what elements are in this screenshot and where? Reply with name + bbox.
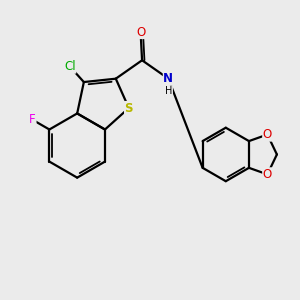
Text: Cl: Cl: [64, 60, 76, 73]
Text: H: H: [165, 86, 173, 96]
Text: S: S: [124, 101, 133, 115]
Text: O: O: [263, 128, 272, 141]
Text: O: O: [136, 26, 145, 38]
Text: O: O: [263, 168, 272, 181]
Text: N: N: [164, 72, 173, 85]
Text: F: F: [29, 113, 36, 126]
